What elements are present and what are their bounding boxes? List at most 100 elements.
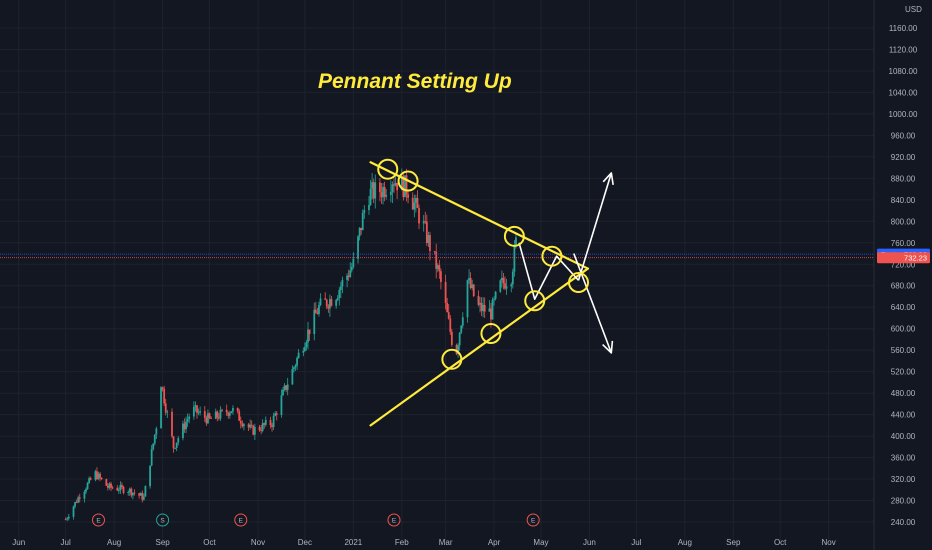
candle-body xyxy=(457,345,460,355)
candle-body xyxy=(263,423,266,425)
candle-body xyxy=(296,357,298,366)
candle-body xyxy=(275,413,278,415)
candle-body xyxy=(483,304,486,312)
candle-body xyxy=(238,411,241,421)
y-tick-label: 280.00 xyxy=(891,497,916,506)
candle-body xyxy=(363,210,366,213)
candle-body xyxy=(182,423,184,439)
candle-body xyxy=(241,423,244,427)
candle-body xyxy=(455,344,458,355)
chart-title: Pennant Setting Up xyxy=(318,70,512,93)
candle-body xyxy=(413,202,416,210)
candle-body xyxy=(188,416,191,420)
candle-body xyxy=(175,442,178,449)
currency-label: USD xyxy=(905,5,922,14)
candle-body xyxy=(379,182,381,193)
candle-body xyxy=(166,411,169,413)
y-tick-label: 840.00 xyxy=(891,196,916,205)
candle-body xyxy=(385,195,388,197)
candle-body xyxy=(477,296,480,305)
candle-body xyxy=(511,271,514,285)
candle-body xyxy=(88,478,91,483)
price-tags: Post738.90732.23 xyxy=(877,248,930,264)
candle-body xyxy=(86,482,89,490)
candle-body xyxy=(205,417,208,424)
candle-body xyxy=(303,347,306,352)
candle-body xyxy=(253,426,256,435)
candle-body xyxy=(106,485,109,488)
candle-body xyxy=(77,497,80,503)
candle-body xyxy=(482,304,485,312)
candle-body xyxy=(449,318,452,332)
trendline-upper xyxy=(369,161,589,270)
price-axis-panel[interactable] xyxy=(874,0,932,550)
candle-body xyxy=(491,299,494,320)
candle-body xyxy=(67,516,70,519)
earnings-marker-label: E xyxy=(392,518,397,525)
candle-body xyxy=(258,426,261,431)
candle-body xyxy=(274,413,277,416)
candle-body xyxy=(479,302,481,305)
candle-body xyxy=(435,251,438,269)
candle-body xyxy=(150,449,153,466)
candle-body xyxy=(177,438,180,443)
candle-body xyxy=(286,384,289,390)
candle-body xyxy=(282,389,284,396)
candle-body xyxy=(116,488,119,491)
x-tick-label: Oct xyxy=(774,538,787,547)
candle-body xyxy=(221,409,223,411)
candle-body xyxy=(352,258,355,268)
candle-body xyxy=(214,411,217,419)
earnings-marker-ring xyxy=(156,513,170,527)
candle-body xyxy=(396,182,399,191)
candle-body xyxy=(119,484,122,491)
candle-body xyxy=(186,419,189,422)
x-tick-label: Nov xyxy=(822,538,836,547)
y-tick-label: 1120.00 xyxy=(889,45,918,54)
candle-body xyxy=(368,204,370,211)
y-tick-label: 1040.00 xyxy=(889,88,918,97)
earnings-marker-ring xyxy=(92,513,106,527)
trendline-lower xyxy=(369,267,589,427)
candle-body xyxy=(515,237,517,246)
candle-body xyxy=(152,443,155,450)
candle-body xyxy=(318,304,320,315)
candle-body xyxy=(374,182,377,199)
arrow-up-head xyxy=(602,172,614,185)
y-tick-label: 600.00 xyxy=(891,325,916,334)
candle-body xyxy=(207,413,209,424)
candle-body xyxy=(405,175,408,195)
candle-body xyxy=(336,298,339,301)
candle-body xyxy=(252,425,255,435)
candle-body xyxy=(402,176,405,198)
y-tick-label: 880.00 xyxy=(891,174,916,183)
candle-body xyxy=(142,496,145,500)
candle-body xyxy=(261,423,264,431)
candle-body xyxy=(197,412,200,414)
grid xyxy=(0,0,874,540)
projection-path xyxy=(518,242,580,300)
candle-body xyxy=(502,277,505,284)
candle-body xyxy=(127,492,130,494)
candle-body xyxy=(346,275,348,280)
candle-body xyxy=(155,428,158,435)
candle-body xyxy=(407,194,409,198)
candle-body xyxy=(203,411,206,418)
candle-body xyxy=(272,415,275,427)
candle-body xyxy=(424,221,427,222)
price-tag-value: 732.23 xyxy=(904,254,927,263)
annotations xyxy=(369,158,614,427)
candle-body xyxy=(425,221,428,244)
candle-body xyxy=(131,492,134,496)
candle-body xyxy=(94,471,97,480)
y-tick-label: 960.00 xyxy=(891,131,916,140)
x-tick-label: Jul xyxy=(631,538,641,547)
arrow-up-shaft xyxy=(577,172,613,281)
touch-point-circle xyxy=(441,348,463,370)
candle-body xyxy=(418,207,420,224)
candle-body xyxy=(160,387,162,429)
candle-body xyxy=(324,298,327,300)
earnings-marker-label: S xyxy=(160,518,165,525)
